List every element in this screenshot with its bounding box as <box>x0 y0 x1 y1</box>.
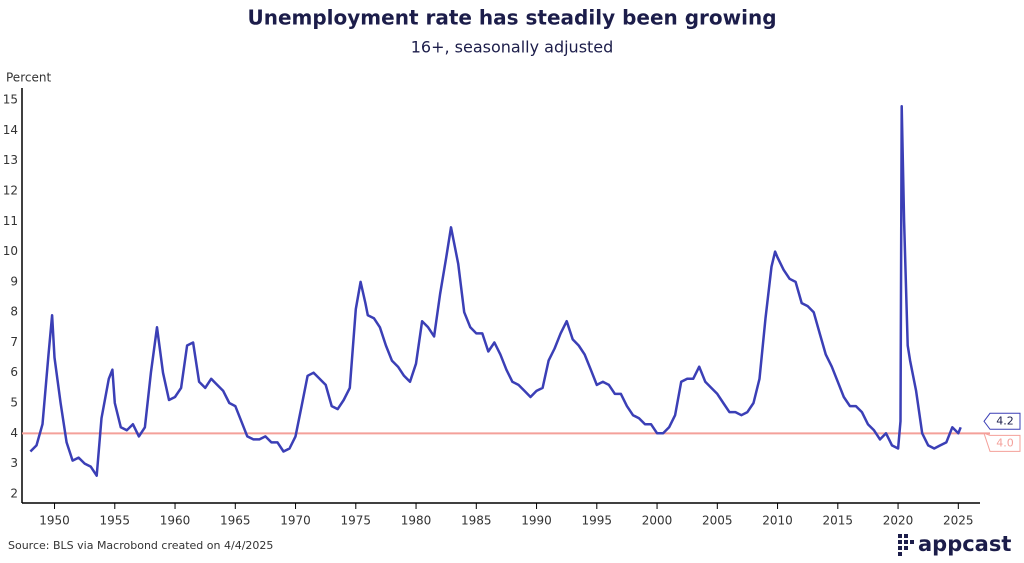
x-tick-label: 1985 <box>461 514 492 528</box>
y-tick-label: 4 <box>10 426 18 440</box>
y-tick-label: 8 <box>10 305 18 319</box>
last-value-box <box>983 412 1021 430</box>
line <box>29 104 962 477</box>
y-tick-label: 12 <box>3 183 18 197</box>
x-tick-label: 1950 <box>39 514 70 528</box>
y-tick-label: 13 <box>3 153 18 167</box>
y-tick-label: 10 <box>3 244 18 258</box>
x-tick-label: 1955 <box>100 514 131 528</box>
logo-text: appcast <box>918 532 1011 556</box>
y-tick-label: 7 <box>10 335 18 349</box>
source: Source: BLS via Macrobond created on 4/4… <box>8 539 273 552</box>
x-tick-label: 1960 <box>160 514 191 528</box>
x-tick-label: 1980 <box>401 514 432 528</box>
y-tick-label: 15 <box>3 93 18 107</box>
y-tick-label: 5 <box>10 396 18 410</box>
y-tick-label: 14 <box>3 123 18 137</box>
x-tick-label: 1995 <box>582 514 613 528</box>
y-axis-label: Percent <box>6 71 51 85</box>
logo-icon <box>898 534 914 556</box>
y-tick-label: 9 <box>10 274 18 288</box>
x-tick-label: 2000 <box>642 514 673 528</box>
reference-box <box>983 432 1021 452</box>
y-tick-label: 11 <box>3 214 18 228</box>
y-tick-label: 2 <box>10 486 18 500</box>
x-tick-label: 2005 <box>702 514 733 528</box>
x-tick-label: 1965 <box>220 514 251 528</box>
x-tick-label: 1990 <box>521 514 552 528</box>
x-tick-label: 2025 <box>943 514 974 528</box>
x-tick-label: 2020 <box>883 514 914 528</box>
y-tick-label: 3 <box>10 456 18 470</box>
x-tick-label: 1975 <box>341 514 372 528</box>
last-value-label: 4.2 <box>996 414 1014 427</box>
x-tick-label: 1970 <box>280 514 311 528</box>
chart-title: Unemployment rate has steadily been grow… <box>247 6 776 30</box>
x-tick-label: 2010 <box>762 514 793 528</box>
y-tick-label: 6 <box>10 365 18 379</box>
reference-label: 4.0 <box>996 436 1014 449</box>
chart-subtitle: 16+, seasonally adjusted <box>411 38 614 57</box>
x-tick-label: 2015 <box>823 514 854 528</box>
